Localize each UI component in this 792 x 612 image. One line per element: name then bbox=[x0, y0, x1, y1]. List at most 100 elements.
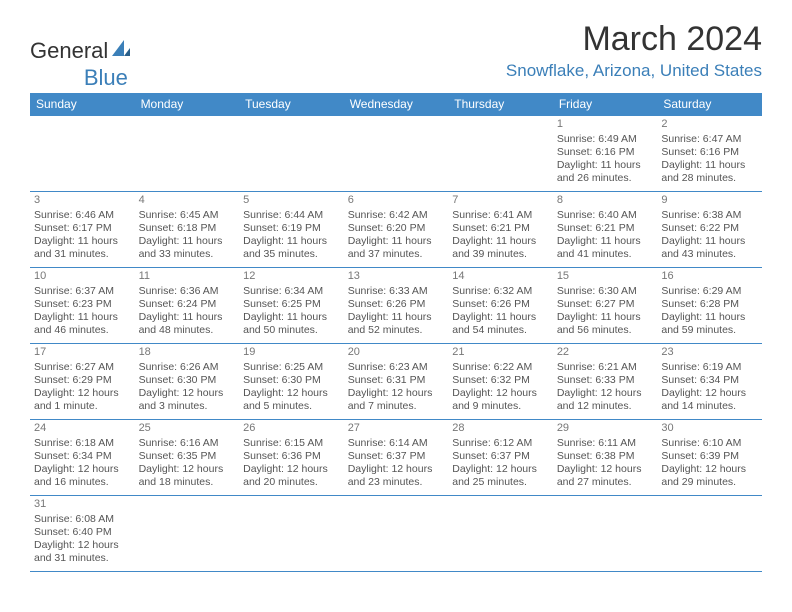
calendar-cell: 26Sunrise: 6:15 AMSunset: 6:36 PMDayligh… bbox=[239, 420, 344, 496]
cell-line: Daylight: 11 hours bbox=[557, 159, 654, 172]
cell-line: Sunrise: 6:18 AM bbox=[34, 437, 131, 450]
cell-line: Sunrise: 6:45 AM bbox=[139, 209, 236, 222]
cell-line: Sunset: 6:36 PM bbox=[243, 450, 340, 463]
cell-line: Sunrise: 6:11 AM bbox=[557, 437, 654, 450]
cell-line: Daylight: 11 hours bbox=[34, 311, 131, 324]
cell-line: Daylight: 11 hours bbox=[452, 235, 549, 248]
cell-line: Sunset: 6:26 PM bbox=[452, 298, 549, 311]
cell-line: Sunrise: 6:36 AM bbox=[139, 285, 236, 298]
calendar-cell: 5Sunrise: 6:44 AMSunset: 6:19 PMDaylight… bbox=[239, 192, 344, 268]
cell-line: and 33 minutes. bbox=[139, 248, 236, 261]
cell-line: and 1 minute. bbox=[34, 400, 131, 413]
cell-line: Sunrise: 6:27 AM bbox=[34, 361, 131, 374]
cell-line: Daylight: 12 hours bbox=[243, 387, 340, 400]
cell-line: Sunrise: 6:25 AM bbox=[243, 361, 340, 374]
day-number: 30 bbox=[661, 422, 758, 436]
day-header: Thursday bbox=[448, 93, 553, 116]
cell-line: and 20 minutes. bbox=[243, 476, 340, 489]
day-number: 11 bbox=[139, 270, 236, 284]
cell-line: Sunrise: 6:15 AM bbox=[243, 437, 340, 450]
cell-line: and 37 minutes. bbox=[348, 248, 445, 261]
cell-line: Sunrise: 6:38 AM bbox=[661, 209, 758, 222]
calendar-cell: 8Sunrise: 6:40 AMSunset: 6:21 PMDaylight… bbox=[553, 192, 658, 268]
cell-line: and 16 minutes. bbox=[34, 476, 131, 489]
calendar-row: 3Sunrise: 6:46 AMSunset: 6:17 PMDaylight… bbox=[30, 192, 762, 268]
cell-line: and 29 minutes. bbox=[661, 476, 758, 489]
cell-line: Daylight: 11 hours bbox=[243, 311, 340, 324]
cell-line: Daylight: 11 hours bbox=[661, 159, 758, 172]
cell-line: and 9 minutes. bbox=[452, 400, 549, 413]
cell-line: Sunrise: 6:08 AM bbox=[34, 513, 131, 526]
cell-line: Sunset: 6:26 PM bbox=[348, 298, 445, 311]
cell-line: and 41 minutes. bbox=[557, 248, 654, 261]
calendar-cell: 2Sunrise: 6:47 AMSunset: 6:16 PMDaylight… bbox=[657, 116, 762, 192]
cell-line: Sunset: 6:21 PM bbox=[452, 222, 549, 235]
cell-line: Sunrise: 6:37 AM bbox=[34, 285, 131, 298]
month-title: March 2024 bbox=[506, 20, 762, 59]
calendar-cell: 9Sunrise: 6:38 AMSunset: 6:22 PMDaylight… bbox=[657, 192, 762, 268]
day-number: 10 bbox=[34, 270, 131, 284]
calendar-cell bbox=[448, 116, 553, 192]
cell-line: and 23 minutes. bbox=[348, 476, 445, 489]
calendar-cell: 1Sunrise: 6:49 AMSunset: 6:16 PMDaylight… bbox=[553, 116, 658, 192]
calendar-cell: 17Sunrise: 6:27 AMSunset: 6:29 PMDayligh… bbox=[30, 344, 135, 420]
cell-line: Sunrise: 6:34 AM bbox=[243, 285, 340, 298]
cell-line: Sunset: 6:39 PM bbox=[661, 450, 758, 463]
calendar-cell: 12Sunrise: 6:34 AMSunset: 6:25 PMDayligh… bbox=[239, 268, 344, 344]
cell-line: Daylight: 11 hours bbox=[661, 311, 758, 324]
cell-line: and 5 minutes. bbox=[243, 400, 340, 413]
calendar-cell: 25Sunrise: 6:16 AMSunset: 6:35 PMDayligh… bbox=[135, 420, 240, 496]
calendar-cell bbox=[448, 496, 553, 572]
cell-line: Daylight: 12 hours bbox=[34, 463, 131, 476]
cell-line: Sunset: 6:40 PM bbox=[34, 526, 131, 539]
day-number: 2 bbox=[661, 118, 758, 132]
cell-line: Daylight: 11 hours bbox=[661, 235, 758, 248]
calendar-cell: 31Sunrise: 6:08 AMSunset: 6:40 PMDayligh… bbox=[30, 496, 135, 572]
cell-line: Sunrise: 6:46 AM bbox=[34, 209, 131, 222]
calendar-cell: 27Sunrise: 6:14 AMSunset: 6:37 PMDayligh… bbox=[344, 420, 449, 496]
day-number: 5 bbox=[243, 194, 340, 208]
cell-line: Sunset: 6:34 PM bbox=[34, 450, 131, 463]
calendar-cell: 6Sunrise: 6:42 AMSunset: 6:20 PMDaylight… bbox=[344, 192, 449, 268]
cell-line: and 12 minutes. bbox=[557, 400, 654, 413]
cell-line: Sunrise: 6:16 AM bbox=[139, 437, 236, 450]
calendar-cell bbox=[344, 116, 449, 192]
day-number: 25 bbox=[139, 422, 236, 436]
cell-line: Daylight: 11 hours bbox=[557, 235, 654, 248]
cell-line: Daylight: 12 hours bbox=[557, 387, 654, 400]
cell-line: Sunset: 6:37 PM bbox=[348, 450, 445, 463]
calendar-row: 31Sunrise: 6:08 AMSunset: 6:40 PMDayligh… bbox=[30, 496, 762, 572]
calendar-cell: 18Sunrise: 6:26 AMSunset: 6:30 PMDayligh… bbox=[135, 344, 240, 420]
cell-line: Sunrise: 6:44 AM bbox=[243, 209, 340, 222]
calendar-row: 10Sunrise: 6:37 AMSunset: 6:23 PMDayligh… bbox=[30, 268, 762, 344]
cell-line: Daylight: 12 hours bbox=[348, 387, 445, 400]
cell-line: and 46 minutes. bbox=[34, 324, 131, 337]
cell-line: Daylight: 12 hours bbox=[243, 463, 340, 476]
cell-line: Daylight: 12 hours bbox=[557, 463, 654, 476]
day-number: 1 bbox=[557, 118, 654, 132]
cell-line: Daylight: 11 hours bbox=[34, 235, 131, 248]
cell-line: Sunrise: 6:33 AM bbox=[348, 285, 445, 298]
cell-line: and 27 minutes. bbox=[557, 476, 654, 489]
cell-line: and 25 minutes. bbox=[452, 476, 549, 489]
cell-line: Sunrise: 6:23 AM bbox=[348, 361, 445, 374]
cell-line: Sunset: 6:24 PM bbox=[139, 298, 236, 311]
calendar-cell: 13Sunrise: 6:33 AMSunset: 6:26 PMDayligh… bbox=[344, 268, 449, 344]
calendar-cell: 4Sunrise: 6:45 AMSunset: 6:18 PMDaylight… bbox=[135, 192, 240, 268]
day-number: 24 bbox=[34, 422, 131, 436]
day-number: 12 bbox=[243, 270, 340, 284]
cell-line: Sunset: 6:32 PM bbox=[452, 374, 549, 387]
cell-line: Daylight: 11 hours bbox=[139, 235, 236, 248]
cell-line: Sunrise: 6:49 AM bbox=[557, 133, 654, 146]
calendar-cell: 16Sunrise: 6:29 AMSunset: 6:28 PMDayligh… bbox=[657, 268, 762, 344]
calendar-cell: 11Sunrise: 6:36 AMSunset: 6:24 PMDayligh… bbox=[135, 268, 240, 344]
day-number: 4 bbox=[139, 194, 236, 208]
cell-line: and 52 minutes. bbox=[348, 324, 445, 337]
day-header: Sunday bbox=[30, 93, 135, 116]
day-number: 14 bbox=[452, 270, 549, 284]
cell-line: Daylight: 12 hours bbox=[661, 463, 758, 476]
day-number: 3 bbox=[34, 194, 131, 208]
calendar-cell bbox=[553, 496, 658, 572]
calendar-row: 17Sunrise: 6:27 AMSunset: 6:29 PMDayligh… bbox=[30, 344, 762, 420]
calendar-cell: 15Sunrise: 6:30 AMSunset: 6:27 PMDayligh… bbox=[553, 268, 658, 344]
